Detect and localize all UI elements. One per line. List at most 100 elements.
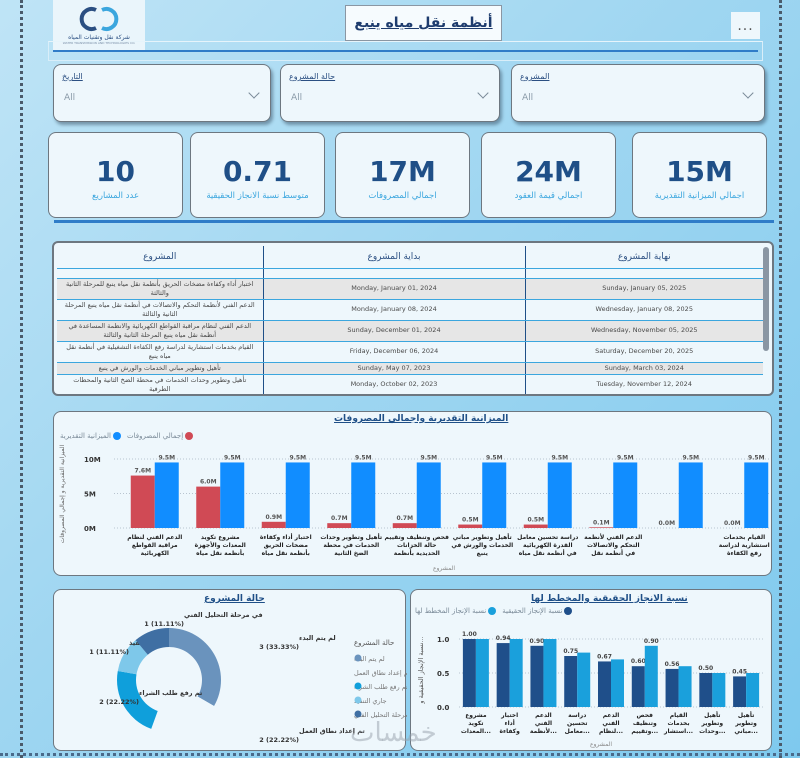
cell-start: Monday, January 01, 2024 bbox=[263, 278, 526, 300]
slicer-project[interactable]: المشروع All bbox=[511, 64, 765, 122]
bar-budget bbox=[547, 462, 572, 528]
table-row[interactable]: تأهيل وتطوير وحدات الخدمات في محطة الضخ … bbox=[57, 374, 763, 394]
kpi-project-count: 10 عدد المشاريع bbox=[48, 132, 183, 218]
donut-slice bbox=[169, 628, 222, 706]
x-tick-label: تكويد bbox=[468, 720, 483, 727]
header-divider bbox=[48, 41, 763, 61]
x-tick-label: الضخ الثانية bbox=[334, 550, 368, 557]
data-label-budget: 9.5M bbox=[420, 454, 437, 461]
bar-budget bbox=[744, 462, 769, 528]
slicer-date[interactable]: التاريخ All bbox=[53, 64, 271, 122]
data-label-budget: 9.5M bbox=[551, 454, 568, 461]
column-header-start[interactable]: بداية المشروع bbox=[263, 246, 526, 269]
data-label-expenses: 0.0M bbox=[658, 520, 675, 527]
table-row[interactable] bbox=[57, 268, 763, 279]
y-tick-label: 1.0 bbox=[437, 636, 450, 644]
x-tick-label: وكفاءة bbox=[499, 728, 520, 735]
table-scrollbar[interactable] bbox=[763, 247, 769, 351]
kpi-value: 0.71 bbox=[222, 155, 293, 188]
x-tick-label: فحص bbox=[637, 712, 654, 719]
bar-planned bbox=[577, 652, 591, 707]
bar-planned bbox=[644, 645, 658, 707]
slicer-date-value: All bbox=[64, 93, 76, 103]
bar-expenses bbox=[392, 523, 417, 528]
bar-actual bbox=[699, 673, 713, 707]
column-header-end[interactable]: نهاية المشروع bbox=[525, 246, 763, 269]
x-tick-label: ...معامل bbox=[565, 728, 590, 735]
cell-project: الدعم الفني لأنظمة التحكم والاتصالات في … bbox=[57, 299, 264, 321]
legend-item-label: جاري التنفيذ bbox=[354, 697, 387, 705]
chart-legend: إجمالي المصروفات الميزانية التقديرية bbox=[60, 432, 194, 440]
y-tick-label: 0M bbox=[84, 525, 96, 533]
kpi-total-expenses: 17M اجمالي المصروفات bbox=[335, 132, 470, 218]
cell-start: Monday, January 08, 2024 bbox=[263, 299, 526, 321]
cell-end: Wednesday, January 08, 2025 bbox=[525, 299, 763, 321]
chevron-down-icon[interactable] bbox=[248, 87, 260, 99]
slice-value-label: 2 (22.22%) bbox=[99, 698, 139, 706]
cell-end: Saturday, December 20, 2025 bbox=[525, 341, 763, 363]
table-row[interactable]: الدعم الفني لنظام مراقبة القواطع الكهربا… bbox=[57, 320, 763, 342]
logo-mark-icon bbox=[79, 7, 119, 31]
slicer-project-status[interactable]: حالة المشروع All bbox=[280, 64, 500, 122]
table-row[interactable]: القيام بخدمات استشارية لدراسة رفع الكفاء… bbox=[57, 341, 763, 363]
cell-end bbox=[525, 268, 763, 279]
frame-divider-left bbox=[20, 0, 23, 758]
legend-dot-icon bbox=[354, 696, 362, 704]
data-label-expenses: 7.6M bbox=[134, 468, 151, 475]
legend-item-expenses[interactable]: إجمالي المصروفات bbox=[127, 432, 194, 440]
data-label-expenses: 0.1M bbox=[593, 519, 610, 526]
cell-project: تأهيل وتطوير وحدات الخدمات في محطة الضخ … bbox=[57, 374, 264, 394]
table-row[interactable]: الدعم الفني لأنظمة التحكم والاتصالات في … bbox=[57, 299, 763, 321]
x-tick-label: دراسة تحسين معامل bbox=[517, 534, 578, 541]
data-label-budget: 9.5M bbox=[355, 454, 372, 461]
cell-end: Sunday, January 05, 2025 bbox=[525, 278, 763, 300]
bar-expenses bbox=[130, 475, 155, 528]
x-tick-label: المعدات والأجهزة bbox=[195, 541, 246, 549]
legend-dot-icon bbox=[564, 607, 573, 615]
bar-planned bbox=[543, 639, 557, 707]
x-tick-label: مضخات الحريق bbox=[264, 542, 309, 549]
cell-end: Tuesday, November 12, 2024 bbox=[525, 374, 763, 394]
chevron-down-icon[interactable] bbox=[742, 87, 754, 99]
x-tick-label: ...مباني bbox=[734, 728, 758, 735]
legend-item-label: في مرحلة التحليل الفني bbox=[354, 711, 407, 719]
bar-actual bbox=[665, 668, 679, 707]
x-tick-label: الكهربائية bbox=[141, 550, 169, 557]
legend-item-planned[interactable]: نسبة الإنجاز المخطط لها bbox=[415, 607, 497, 615]
x-tick-label: ...استشار bbox=[663, 728, 693, 735]
bar-expenses bbox=[589, 527, 614, 528]
frame-divider-right bbox=[779, 0, 782, 758]
table-row[interactable]: اختبار أداء وكفاءة مضخات الحريق بأنظمة ن… bbox=[57, 278, 763, 300]
chart-legend: نسبة الإنجاز الحقيقية نسبة الإنجاز المخط… bbox=[415, 607, 573, 615]
kpi-avg-completion: 0.71 متوسط نسبة الانجاز الحقيقية bbox=[190, 132, 325, 218]
bar-planned bbox=[611, 659, 624, 707]
chevron-down-icon[interactable] bbox=[477, 87, 489, 99]
x-tick-label: مراقبة القواطع bbox=[132, 542, 178, 549]
data-label-actual: 0.60 bbox=[631, 658, 646, 665]
x-tick-label: حالة الخزانات bbox=[397, 542, 437, 549]
kpi-strip: 10 عدد المشاريع 0.71 متوسط نسبة الانجاز … bbox=[44, 128, 784, 223]
data-label-budget: 9.5M bbox=[617, 454, 634, 461]
cell-end: Sunday, March 03, 2024 bbox=[525, 362, 763, 375]
cell-start: Sunday, December 01, 2024 bbox=[263, 320, 526, 342]
x-tick-label: الحديدية بأنظمة bbox=[394, 549, 440, 557]
legend-item-actual[interactable]: نسبة الإنجاز الحقيقية bbox=[502, 607, 573, 615]
bar-actual bbox=[462, 639, 476, 707]
x-tick-label: بخدمات bbox=[668, 720, 690, 727]
x-tick-label: ...وحدات bbox=[699, 728, 725, 735]
bar-budget bbox=[416, 462, 441, 528]
x-tick-label: وتطوير bbox=[734, 720, 757, 727]
x-tick-label: رفع الكفاءة bbox=[727, 550, 762, 557]
cell-end: Wednesday, November 05, 2025 bbox=[525, 320, 763, 342]
bar-planned bbox=[712, 673, 726, 707]
more-options-button[interactable]: ... bbox=[731, 12, 760, 39]
legend-item-budget[interactable]: الميزانية التقديرية bbox=[60, 432, 121, 440]
data-label-expenses: 0.0M bbox=[724, 520, 741, 527]
slicer-date-label: التاريخ bbox=[62, 72, 83, 81]
cell-start bbox=[263, 268, 526, 279]
kpi-label: اجمالي قيمة العقود bbox=[514, 191, 583, 201]
column-header-project[interactable]: المشروع bbox=[57, 246, 264, 269]
table-row[interactable]: تأهيل وتطوير مباني الخدمات والورش في ينب… bbox=[57, 362, 763, 375]
data-label-actual: 1.00 bbox=[462, 631, 477, 638]
slicer-project-status-value: All bbox=[291, 93, 303, 103]
